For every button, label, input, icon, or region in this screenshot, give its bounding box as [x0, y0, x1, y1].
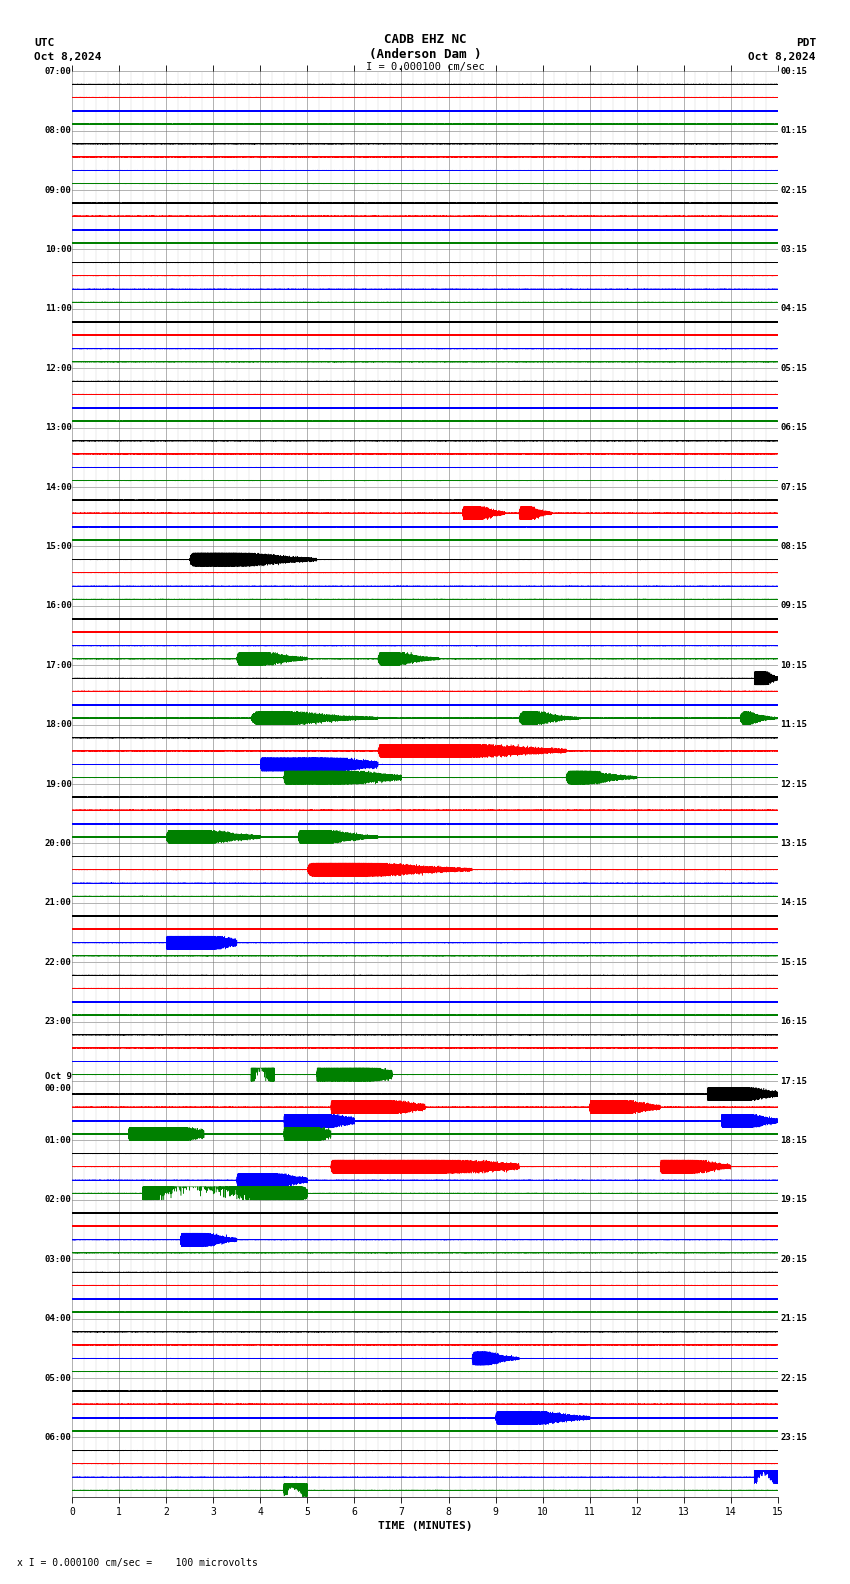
Text: 22:00: 22:00 [45, 958, 71, 966]
Text: 00:00: 00:00 [45, 1083, 71, 1093]
Text: UTC: UTC [34, 38, 54, 48]
Text: 04:15: 04:15 [780, 304, 807, 314]
Text: 22:15: 22:15 [780, 1373, 807, 1383]
Text: 06:00: 06:00 [45, 1434, 71, 1441]
Text: 08:00: 08:00 [45, 127, 71, 135]
Text: 03:15: 03:15 [780, 246, 807, 253]
Text: 01:00: 01:00 [45, 1136, 71, 1145]
Text: 16:15: 16:15 [780, 1017, 807, 1026]
Text: I = 0.000100 cm/sec: I = 0.000100 cm/sec [366, 62, 484, 71]
Text: 02:15: 02:15 [780, 185, 807, 195]
Text: 00:15: 00:15 [780, 67, 807, 76]
Text: 15:00: 15:00 [45, 542, 71, 551]
Text: 13:15: 13:15 [780, 840, 807, 847]
Text: (Anderson Dam ): (Anderson Dam ) [369, 48, 481, 60]
Text: 10:00: 10:00 [45, 246, 71, 253]
Text: 23:00: 23:00 [45, 1017, 71, 1026]
Text: 14:15: 14:15 [780, 898, 807, 908]
Text: 20:00: 20:00 [45, 840, 71, 847]
Text: 19:15: 19:15 [780, 1196, 807, 1204]
Text: PDT: PDT [796, 38, 816, 48]
Text: 20:15: 20:15 [780, 1255, 807, 1264]
Text: 18:00: 18:00 [45, 721, 71, 729]
Text: 17:15: 17:15 [780, 1077, 807, 1085]
Text: 16:00: 16:00 [45, 602, 71, 610]
Text: 23:15: 23:15 [780, 1434, 807, 1441]
Text: CADB EHZ NC: CADB EHZ NC [383, 33, 467, 46]
Text: 19:00: 19:00 [45, 779, 71, 789]
Text: 12:15: 12:15 [780, 779, 807, 789]
Text: 06:15: 06:15 [780, 423, 807, 432]
Text: 02:00: 02:00 [45, 1196, 71, 1204]
Text: 04:00: 04:00 [45, 1315, 71, 1323]
Text: 17:00: 17:00 [45, 661, 71, 670]
Text: 05:15: 05:15 [780, 364, 807, 372]
Text: 07:00: 07:00 [45, 67, 71, 76]
Text: 08:15: 08:15 [780, 542, 807, 551]
Text: 03:00: 03:00 [45, 1255, 71, 1264]
Text: 12:00: 12:00 [45, 364, 71, 372]
Text: x I = 0.000100 cm/sec =    100 microvolts: x I = 0.000100 cm/sec = 100 microvolts [17, 1559, 258, 1568]
Text: 13:00: 13:00 [45, 423, 71, 432]
X-axis label: TIME (MINUTES): TIME (MINUTES) [377, 1522, 473, 1532]
Text: Oct 9: Oct 9 [45, 1072, 71, 1080]
Text: 21:15: 21:15 [780, 1315, 807, 1323]
Text: 11:15: 11:15 [780, 721, 807, 729]
Text: 01:15: 01:15 [780, 127, 807, 135]
Text: 11:00: 11:00 [45, 304, 71, 314]
Text: 21:00: 21:00 [45, 898, 71, 908]
Text: 09:15: 09:15 [780, 602, 807, 610]
Text: Oct 8,2024: Oct 8,2024 [34, 52, 101, 62]
Text: 05:00: 05:00 [45, 1373, 71, 1383]
Text: 18:15: 18:15 [780, 1136, 807, 1145]
Text: 10:15: 10:15 [780, 661, 807, 670]
Text: Oct 8,2024: Oct 8,2024 [749, 52, 816, 62]
Text: 07:15: 07:15 [780, 483, 807, 491]
Text: 09:00: 09:00 [45, 185, 71, 195]
Text: 14:00: 14:00 [45, 483, 71, 491]
Text: 15:15: 15:15 [780, 958, 807, 966]
